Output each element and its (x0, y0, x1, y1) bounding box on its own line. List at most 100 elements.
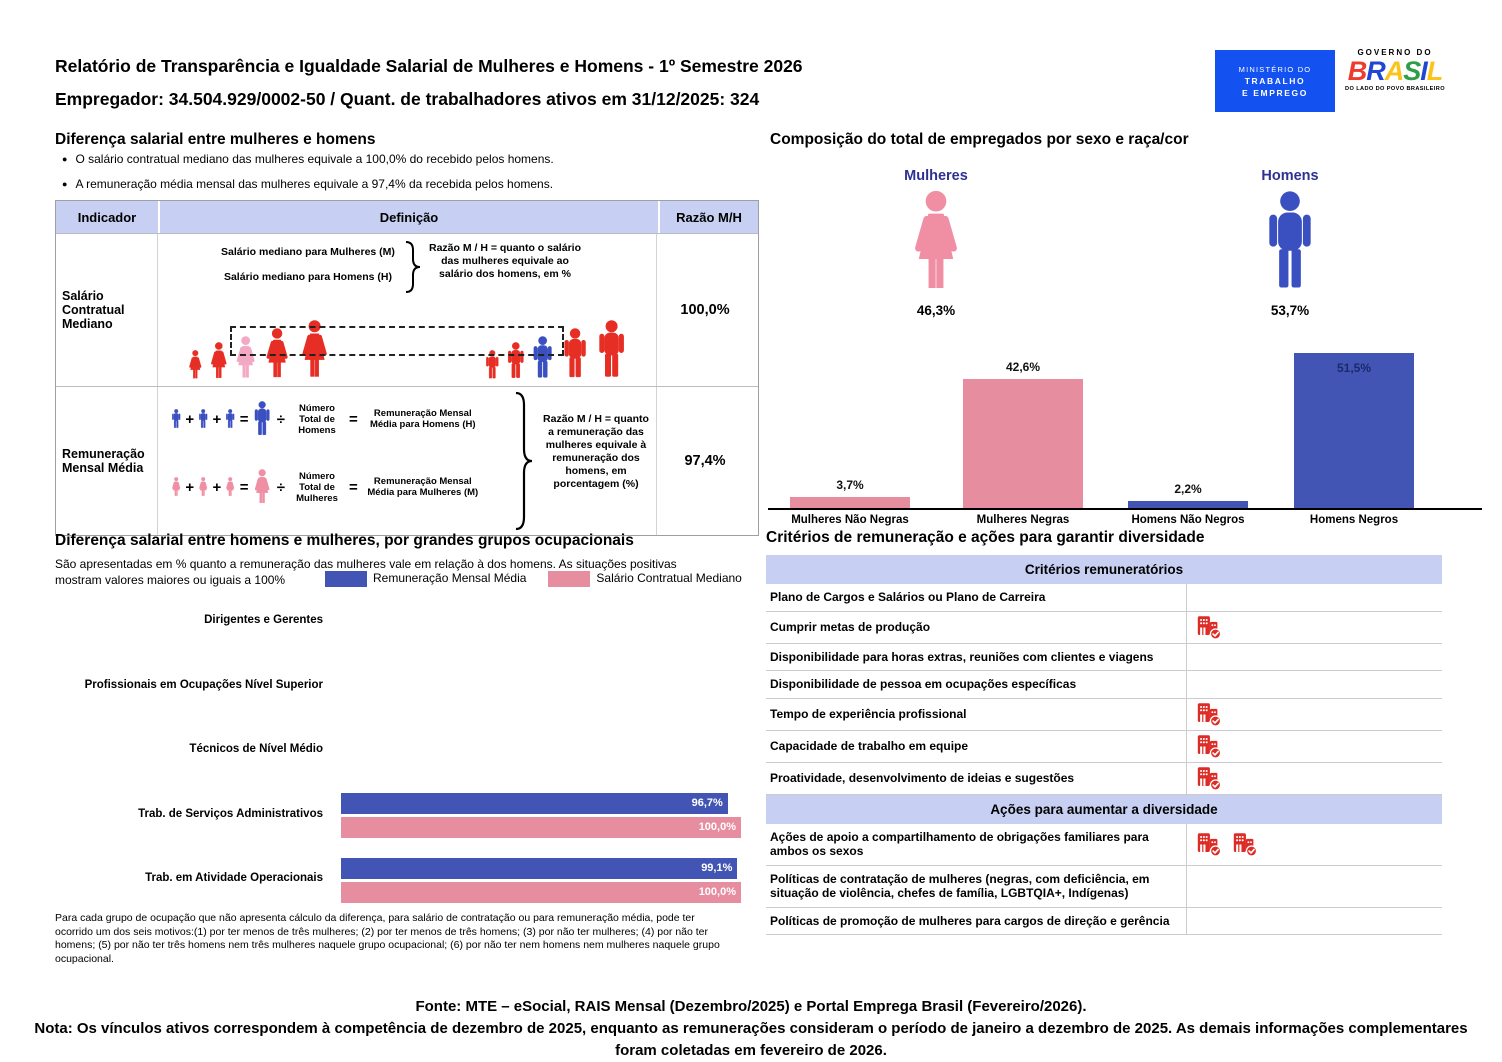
women-percentage: 46,3% (916, 303, 956, 318)
bullet-text: A remuneração média mensal das mulheres … (75, 177, 554, 191)
brasil-letter: B (1347, 56, 1367, 86)
comp-bar-value: 42,6% (1005, 360, 1041, 375)
median-men-line: Salário mediano para Homens (H) (223, 271, 393, 283)
equals-operator: = (349, 478, 358, 496)
brace-icon (515, 391, 533, 531)
criteria-row: Disponibilidade de pessoa em ocupações e… (766, 671, 1442, 699)
criteria-label: Plano de Cargos e Salários ou Plano de C… (770, 590, 1046, 604)
woman-figure-icon (189, 350, 202, 380)
men-label: Homens (1261, 168, 1319, 184)
criteria-group-header: Ações para aumentar a diversidade (766, 794, 1442, 824)
criteria-row: Capacidade de trabalho em equipe (766, 730, 1442, 763)
ratio-value: 100,0% (680, 302, 730, 318)
indicator-label: Salário Contratual Mediano (56, 234, 158, 386)
equals-operator: = (349, 410, 358, 428)
occ-category-label: Dirigentes e Gerentes (204, 614, 323, 626)
woman-figure-icon (199, 477, 208, 497)
company-check-icon (1232, 831, 1258, 857)
table-row-salario-mediano: Salário Contratual Mediano Salário media… (56, 233, 758, 386)
mte-logo-line2: TRABALHO (1244, 75, 1306, 86)
bullet-dot: ● (62, 154, 68, 164)
comp-bar (1128, 501, 1248, 508)
median-ratio-note: Razão M / H = quanto o salário das mulhe… (429, 242, 581, 280)
women-average-formula: + + = ÷ Número Total de Mulheres = Remuneração… (170, 469, 485, 505)
composition-title: Composição do total de empregados por se… (770, 131, 1189, 148)
equals-operator: = (239, 410, 249, 428)
governo-brasil-logo: GOVERNO DO BRASIL DO LADO DO POVO BRASIL… (1343, 48, 1447, 92)
col-razao-mh: Razão M/H (676, 209, 742, 225)
criteria-table: Critérios remuneratórios Plano de Cargos… (766, 555, 1442, 935)
criteria-check-cell (1186, 611, 1442, 643)
criteria-label: Disponibilidade para horas extras, reuni… (770, 649, 1154, 664)
median-highlight-box (230, 326, 564, 356)
occ-category-label: Trab. em Atividade Operacionais (145, 872, 323, 884)
women-summary-block: Mulheres 46,3% (870, 168, 1002, 318)
criteria-label: Disponibilidade de pessoa em ocupações e… (770, 677, 1077, 691)
comp-category-label: Homens Não Negros (1131, 514, 1245, 526)
criteria-row: Plano de Cargos e Salários ou Plano de C… (766, 584, 1442, 612)
brace-icon (405, 241, 421, 293)
brasil-wordmark: BRASIL (1343, 57, 1447, 85)
comp-category-label: Mulheres Não Negras (791, 514, 909, 526)
criteria-check-cell (1186, 865, 1442, 907)
criteria-label: Políticas de contratação de mulheres (ne… (770, 871, 1150, 901)
plus-operator: + (185, 410, 195, 428)
plus-operator: + (185, 478, 195, 496)
divide-operator: ÷ (276, 478, 285, 496)
occ-bar-value: 96,7% (691, 797, 723, 809)
occ-bar-remuneracao: 96,7% (341, 793, 728, 814)
criteria-row: Tempo de experiência profissional (766, 698, 1442, 731)
criteria-row: Políticas de contratação de mulheres (ne… (766, 865, 1442, 908)
comp-bar (1294, 352, 1414, 508)
occ-bar-remuneracao: 99,1% (341, 857, 738, 879)
divisor-label: Número Total de Mulheres (296, 470, 338, 504)
employer-line: Empregador: 34.504.929/0002-50 / Quant. … (55, 89, 760, 109)
footer-nota: Nota: Os vínculos ativos correspondem à … (34, 1020, 1468, 1059)
occ-bar-value: 100,0% (698, 821, 736, 833)
men-summary-block: Homens 53,7% (1224, 168, 1356, 318)
occupational-bar-chart: Dirigentes e Gerentes Profissionais em Oc… (55, 598, 757, 906)
average-ratio-note: Razão M / H = quanto a remuneração das m… (543, 413, 649, 490)
criteria-check-cell (1186, 823, 1442, 865)
table-row-remuneracao-media: Remuneração Mensal Média + + = ÷ Número Tota… (56, 386, 758, 535)
company-check-icon (1196, 701, 1222, 727)
company-check-icon (1196, 614, 1222, 640)
result-label: Remuneração Mensal Média para Homens (H) (369, 408, 476, 430)
criteria-check-cell (1186, 643, 1442, 670)
women-label: Mulheres (904, 168, 968, 184)
men-average-formula: + + = ÷ Número Total de Homens = Remuneração M… (170, 401, 485, 437)
man-figure-icon (255, 401, 270, 436)
brasil-letter: L (1426, 56, 1443, 86)
indicator-table-header: Indicador Definição Razão M/H (56, 201, 758, 233)
gov-logo-top: GOVERNO DO (1357, 48, 1433, 57)
definition-cell: Salário mediano para Mulheres (M) Salári… (158, 234, 657, 386)
woman-figure-icon (172, 477, 181, 497)
divide-operator: ÷ (276, 410, 285, 428)
salary-gap-bullets: ● O salário contratual mediano das mulher… (62, 152, 722, 202)
occ-bar-value: 100,0% (698, 885, 736, 898)
woman-figure-icon (226, 477, 235, 497)
criteria-row: Disponibilidade para horas extras, reuni… (766, 643, 1442, 671)
criteria-label: Proatividade, desenvolvimento de ideias … (770, 770, 1075, 785)
mte-logo: MINISTÉRIO DO TRABALHO E EMPREGO (1215, 50, 1335, 112)
criteria-row: Ações de apoio a compartilhamento de obr… (766, 823, 1442, 866)
criteria-check-cell (1186, 584, 1442, 611)
company-check-icon (1196, 765, 1222, 791)
plus-operator: + (212, 410, 222, 428)
occ-category-label: Profissionais em Ocupações Nível Superio… (84, 678, 323, 691)
comp-bar-value: 51,5% (1336, 360, 1372, 375)
occ-bar-value: 99,1% (701, 861, 733, 874)
bullet-item: ● A remuneração média mensal das mulheres… (62, 177, 722, 192)
bullet-item: ● O salário contratual mediano das mulher… (62, 152, 722, 167)
indicator-table: Indicador Definição Razão M/H Salário Co… (55, 200, 759, 536)
criteria-label: Cumprir metas de produção (770, 619, 931, 634)
comp-bar (963, 379, 1083, 508)
comp-category-label: Mulheres Negras (976, 514, 1070, 526)
criteria-label: Ações de apoio a compartilhamento de obr… (770, 829, 1149, 859)
comp-bar-value: 3,7% (836, 477, 864, 492)
footer-fonte: Fonte: MTE – eSocial, RAIS Mensal (Dezem… (415, 998, 1087, 1015)
bullet-dot: ● (62, 179, 68, 189)
gov-logo-bottom: DO LADO DO POVO BRASILEIRO (1345, 86, 1445, 92)
man-figure-icon (226, 409, 235, 428)
criteria-check-cell (1186, 698, 1442, 730)
